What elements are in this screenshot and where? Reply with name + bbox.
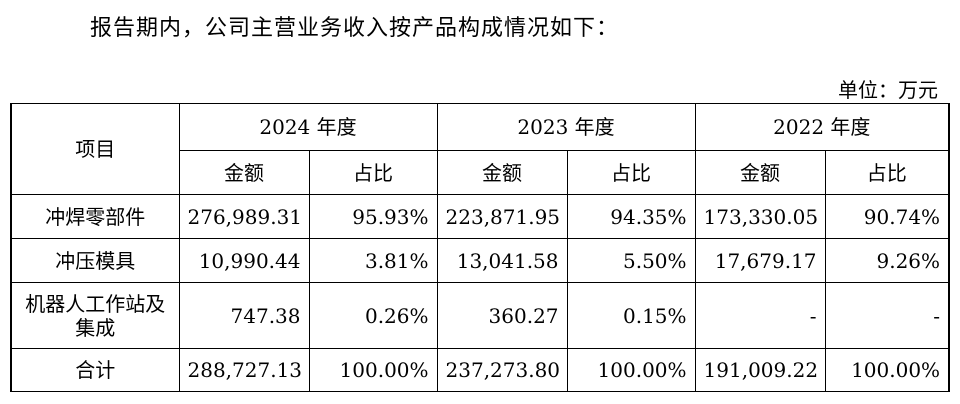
amount-cell: 360.27 xyxy=(436,282,568,349)
revenue-by-product-table: 项目 2024 年度 2023 年度 2022 年度 金额 占比 金额 占比 金… xyxy=(10,103,951,392)
total-ratio-cell: 100.00% xyxy=(566,348,696,392)
amount-cell: 10,990.44 xyxy=(178,238,310,283)
amount-cell: 173,330.05 xyxy=(694,194,826,239)
amount-cell: 13,041.58 xyxy=(436,238,568,283)
ratio-header: 占比 xyxy=(824,150,950,195)
amount-cell: - xyxy=(694,282,826,349)
year-header-2023: 2023 年度 xyxy=(436,103,696,151)
amount-cell: 17,679.17 xyxy=(694,238,826,283)
amount-cell: 223,871.95 xyxy=(436,194,568,239)
ratio-cell: 94.35% xyxy=(566,194,696,239)
ratio-cell: 5.50% xyxy=(566,238,696,283)
total-ratio-cell: 100.00% xyxy=(824,348,950,392)
ratio-cell: 90.74% xyxy=(824,194,950,239)
ratio-cell: 9.26% xyxy=(824,238,950,283)
total-amount-cell: 288,727.13 xyxy=(178,348,310,392)
total-row: 合计 288,727.13 100.00% 237,273.80 100.00%… xyxy=(10,348,950,392)
amount-header: 金额 xyxy=(436,150,568,195)
total-amount-cell: 191,009.22 xyxy=(694,348,826,392)
row-label: 冲压模具 xyxy=(10,238,180,283)
row-label: 机器人工作站及集成 xyxy=(10,282,180,349)
amount-cell: 747.38 xyxy=(178,282,310,349)
item-header: 项目 xyxy=(10,103,180,195)
unit-label: 单位：万元 xyxy=(838,78,938,102)
total-label: 合计 xyxy=(10,348,180,392)
table-row: 冲压模具 10,990.44 3.81% 13,041.58 5.50% 17,… xyxy=(10,238,950,283)
total-ratio-cell: 100.00% xyxy=(308,348,438,392)
intro-text: 报告期内，公司主营业务收入按产品构成情况如下： xyxy=(90,16,620,41)
header-row-years: 项目 2024 年度 2023 年度 2022 年度 xyxy=(10,103,950,195)
amount-header: 金额 xyxy=(178,150,310,195)
ratio-header: 占比 xyxy=(308,150,438,195)
ratio-cell: 95.93% xyxy=(308,194,438,239)
ratio-cell: 0.26% xyxy=(308,282,438,349)
amount-cell: 276,989.31 xyxy=(178,194,310,239)
ratio-cell: 0.15% xyxy=(566,282,696,349)
table-row: 冲焊零部件 276,989.31 95.93% 223,871.95 94.35… xyxy=(10,194,950,239)
total-amount-cell: 237,273.80 xyxy=(436,348,568,392)
year-header-2024: 2024 年度 xyxy=(178,103,438,151)
amount-header: 金额 xyxy=(694,150,826,195)
year-header-2022: 2022 年度 xyxy=(694,103,950,151)
ratio-cell: - xyxy=(824,282,950,349)
ratio-header: 占比 xyxy=(566,150,696,195)
table-row: 机器人工作站及集成 747.38 0.26% 360.27 0.15% - - xyxy=(10,282,950,349)
ratio-cell: 3.81% xyxy=(308,238,438,283)
row-label: 冲焊零部件 xyxy=(10,194,180,239)
